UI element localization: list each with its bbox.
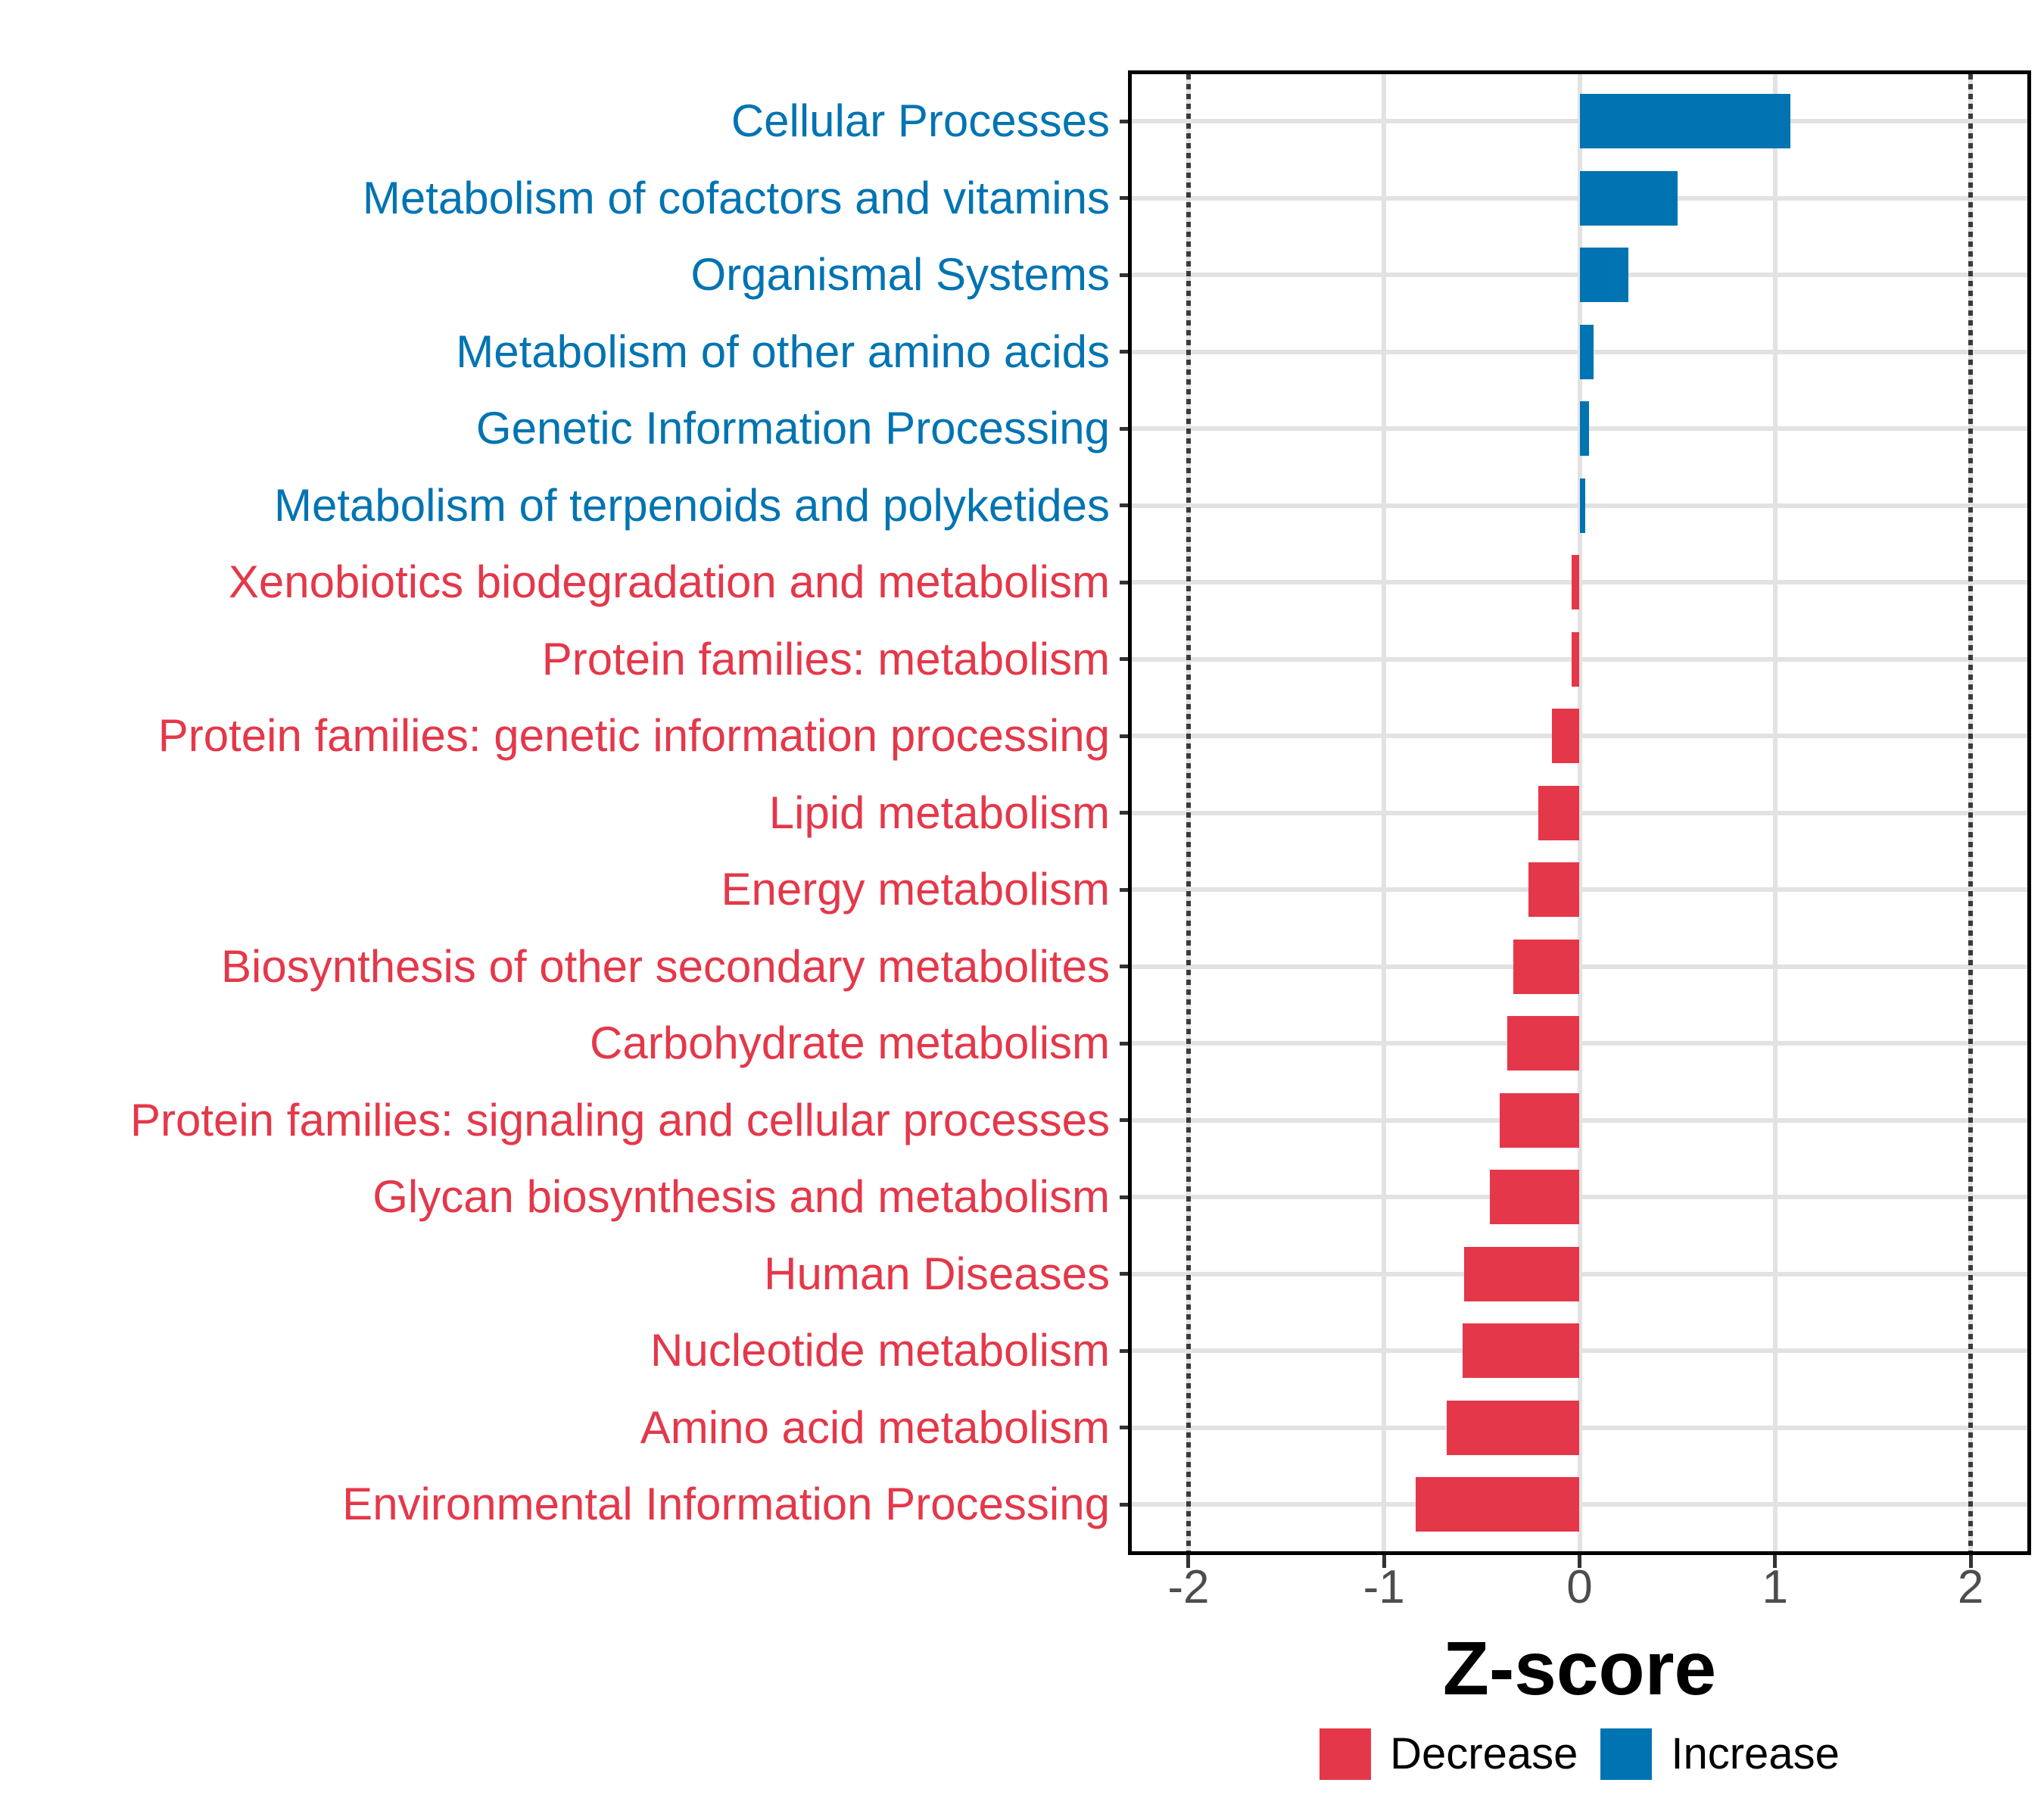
bar-increase bbox=[1579, 248, 1629, 302]
legend-swatch-decrease bbox=[1320, 1728, 1372, 1780]
x-axis-title: Z-score bbox=[1442, 1626, 1717, 1711]
x-axis-tick-label: 1 bbox=[1762, 1561, 1789, 1613]
bar-decrease bbox=[1415, 1477, 1580, 1532]
horizontal-gridline bbox=[1132, 580, 2027, 584]
y-axis-tick bbox=[1120, 887, 1132, 892]
y-axis-label: Biosynthesis of other secondary metaboli… bbox=[221, 940, 1110, 992]
x-axis-tick bbox=[1578, 1555, 1581, 1568]
y-axis-label: Lipid metabolism bbox=[768, 787, 1110, 838]
y-axis-label: Amino acid metabolism bbox=[640, 1401, 1110, 1453]
x-axis-tick-label: 2 bbox=[1957, 1561, 1984, 1613]
legend-label-increase: Increase bbox=[1671, 1729, 1840, 1778]
y-axis-tick bbox=[1120, 1272, 1132, 1276]
bar-increase bbox=[1579, 94, 1791, 148]
bar-decrease bbox=[1538, 785, 1580, 840]
y-axis-tick bbox=[1120, 965, 1132, 968]
y-axis-label: Metabolism of terpenoids and polyketides bbox=[274, 479, 1110, 531]
y-axis-label: Cellular Processes bbox=[731, 95, 1110, 146]
bar-increase bbox=[1579, 324, 1594, 379]
horizontal-gridline bbox=[1132, 1502, 2027, 1507]
y-axis-tick bbox=[1120, 1041, 1132, 1046]
horizontal-gridline bbox=[1132, 964, 2027, 969]
horizontal-gridline bbox=[1132, 1041, 2027, 1046]
x-axis-tick bbox=[1773, 1555, 1778, 1568]
y-axis-label: Protein families: metabolism bbox=[541, 633, 1110, 684]
bar-decrease bbox=[1507, 1016, 1580, 1071]
horizontal-gridline bbox=[1132, 1195, 2027, 1199]
horizontal-gridline bbox=[1132, 1425, 2027, 1430]
x-axis-tick bbox=[1186, 1555, 1191, 1568]
horizontal-gridline bbox=[1132, 810, 2027, 815]
y-axis-tick bbox=[1120, 1195, 1132, 1199]
y-axis-label: Glycan biosynthesis and metabolism bbox=[372, 1171, 1110, 1222]
bar-decrease bbox=[1552, 709, 1580, 763]
horizontal-gridline bbox=[1132, 1271, 2027, 1276]
y-axis-label: Genetic Information Processing bbox=[475, 403, 1110, 453]
bar-decrease bbox=[1462, 1323, 1580, 1378]
y-axis-tick bbox=[1120, 1118, 1132, 1122]
y-axis-tick bbox=[1120, 1426, 1132, 1429]
x-axis-tick-label: 0 bbox=[1566, 1561, 1593, 1613]
y-axis-label: Human Diseases bbox=[764, 1248, 1110, 1299]
horizontal-gridline bbox=[1132, 656, 2027, 662]
x-axis-tick-label: -1 bbox=[1363, 1561, 1405, 1613]
y-axis-label: Environmental Information Processing bbox=[342, 1479, 1110, 1529]
y-axis-tick bbox=[1120, 350, 1132, 354]
bar-increase bbox=[1579, 170, 1678, 226]
plot-panel bbox=[1132, 74, 2027, 1551]
y-axis-label: Metabolism of cofactors and vitamins bbox=[362, 172, 1110, 223]
y-axis-tick bbox=[1120, 580, 1132, 584]
bar-decrease bbox=[1489, 1170, 1580, 1224]
legend: Decrease Increase bbox=[1132, 1728, 2027, 1780]
y-axis-tick bbox=[1120, 657, 1132, 661]
y-axis-label: Carbohydrate metabolism bbox=[590, 1018, 1110, 1068]
y-axis-tick bbox=[1120, 426, 1132, 431]
x-axis-tick bbox=[1382, 1555, 1386, 1568]
horizontal-gridline bbox=[1132, 887, 2027, 892]
horizontal-gridline bbox=[1132, 1117, 2027, 1123]
reference-dotted-line bbox=[1968, 74, 1974, 1551]
y-axis-label: Protein families: genetic information pr… bbox=[157, 710, 1110, 761]
bar-decrease bbox=[1513, 939, 1580, 994]
y-axis-tick bbox=[1120, 1502, 1132, 1507]
bar-increase bbox=[1579, 401, 1590, 456]
y-axis-tick bbox=[1120, 273, 1132, 277]
legend-swatch-increase bbox=[1600, 1728, 1653, 1780]
bar-increase bbox=[1579, 478, 1586, 533]
bar-decrease bbox=[1446, 1400, 1580, 1455]
y-axis-tick bbox=[1120, 196, 1132, 200]
horizontal-gridline bbox=[1132, 734, 2027, 738]
y-axis-tick bbox=[1120, 734, 1132, 738]
y-axis-tick bbox=[1120, 503, 1132, 507]
y-axis-tick bbox=[1120, 119, 1132, 123]
bar-decrease bbox=[1499, 1092, 1580, 1148]
y-axis-label: Metabolism of other amino acids bbox=[456, 326, 1110, 377]
y-axis-label: Protein families: signaling and cellular… bbox=[130, 1094, 1110, 1145]
y-axis-tick bbox=[1120, 811, 1132, 815]
bar-decrease bbox=[1572, 631, 1580, 687]
reference-dotted-line bbox=[1186, 74, 1191, 1551]
y-axis-label: Xenobiotics biodegradation and metabolis… bbox=[228, 556, 1110, 607]
bar-decrease bbox=[1528, 862, 1580, 917]
y-axis-label: Organismal Systems bbox=[690, 249, 1110, 300]
legend-item-increase: Increase bbox=[1600, 1728, 1840, 1780]
y-axis-label: Nucleotide metabolism bbox=[650, 1325, 1110, 1376]
y-axis-label: Energy metabolism bbox=[721, 864, 1110, 915]
bar-decrease bbox=[1572, 555, 1580, 609]
legend-label-decrease: Decrease bbox=[1390, 1729, 1578, 1778]
horizontal-gridline bbox=[1132, 1348, 2027, 1353]
legend-item-decrease: Decrease bbox=[1320, 1728, 1578, 1780]
x-axis-tick-label: -2 bbox=[1167, 1561, 1210, 1613]
y-axis-tick bbox=[1120, 1348, 1132, 1353]
x-axis-tick bbox=[1968, 1555, 1973, 1568]
bar-decrease bbox=[1464, 1246, 1580, 1301]
